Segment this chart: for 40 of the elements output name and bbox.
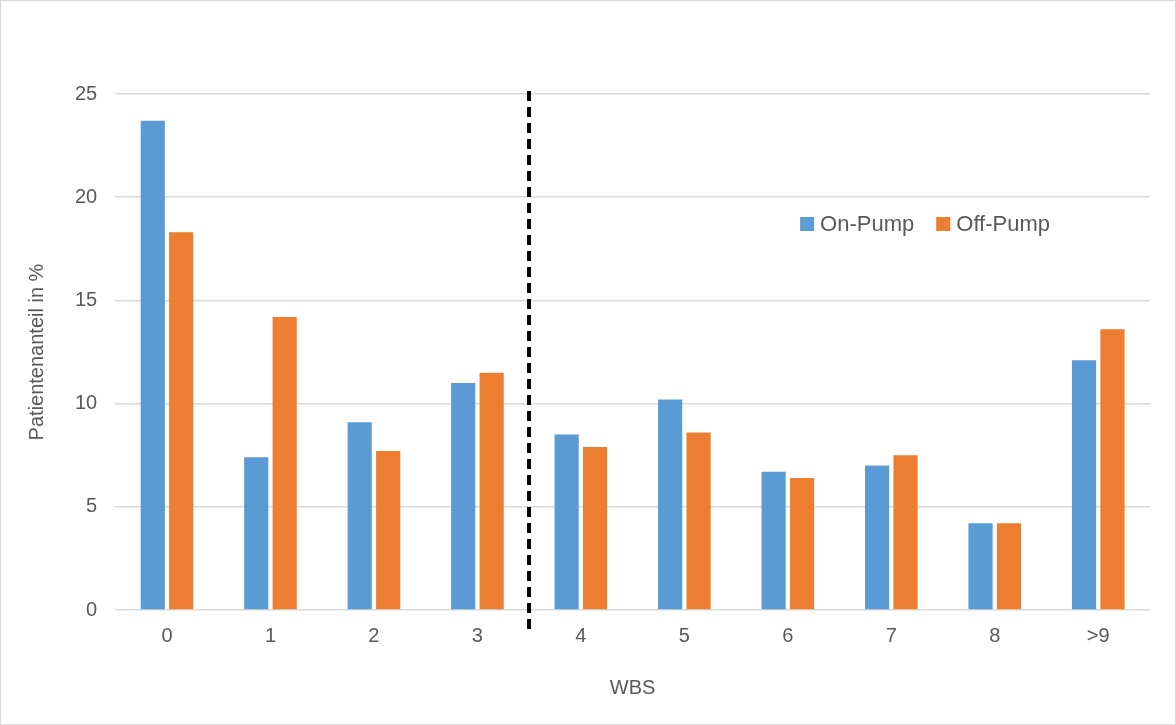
bar xyxy=(996,523,1022,610)
x-tick-label: >9 xyxy=(1086,623,1110,646)
x-tick-label: 0 xyxy=(161,623,173,646)
x-tick-label: 4 xyxy=(575,623,587,646)
x-tick-label: 8 xyxy=(989,623,1001,646)
y-tick-label: 25 xyxy=(75,81,98,104)
bar xyxy=(169,232,194,610)
bar xyxy=(451,382,476,610)
bar xyxy=(761,471,786,610)
y-axis-title: Patientenanteil in % xyxy=(24,263,47,441)
x-tick-label: 6 xyxy=(782,623,794,646)
bar xyxy=(686,432,711,610)
bar xyxy=(554,434,579,610)
bar xyxy=(1071,360,1097,610)
bar xyxy=(376,451,401,610)
bar xyxy=(244,457,269,610)
legend-label: On-Pump xyxy=(820,211,915,237)
bar xyxy=(272,316,297,610)
bar xyxy=(968,523,993,610)
y-tick-label: 10 xyxy=(75,391,98,414)
bar xyxy=(140,120,165,610)
bar xyxy=(347,422,372,610)
x-axis-title: WBS xyxy=(609,675,656,698)
x-tick-label: 7 xyxy=(885,623,897,646)
bar xyxy=(893,455,918,610)
x-tick-label: 3 xyxy=(471,623,483,646)
x-tick-label: 2 xyxy=(368,623,380,646)
bar xyxy=(583,446,608,610)
x-tick-label: 1 xyxy=(264,623,277,646)
y-tick-label: 15 xyxy=(75,287,98,310)
y-tick-label: 20 xyxy=(75,184,98,207)
x-tick-label: 5 xyxy=(678,623,690,646)
bar xyxy=(658,399,683,610)
bar xyxy=(479,372,504,610)
legend-label: Off-Pump xyxy=(956,211,1051,237)
bar xyxy=(789,477,815,610)
y-tick-label: 0 xyxy=(86,597,98,620)
bar xyxy=(1100,329,1125,610)
bar xyxy=(864,465,890,610)
y-tick-label: 5 xyxy=(86,494,98,517)
